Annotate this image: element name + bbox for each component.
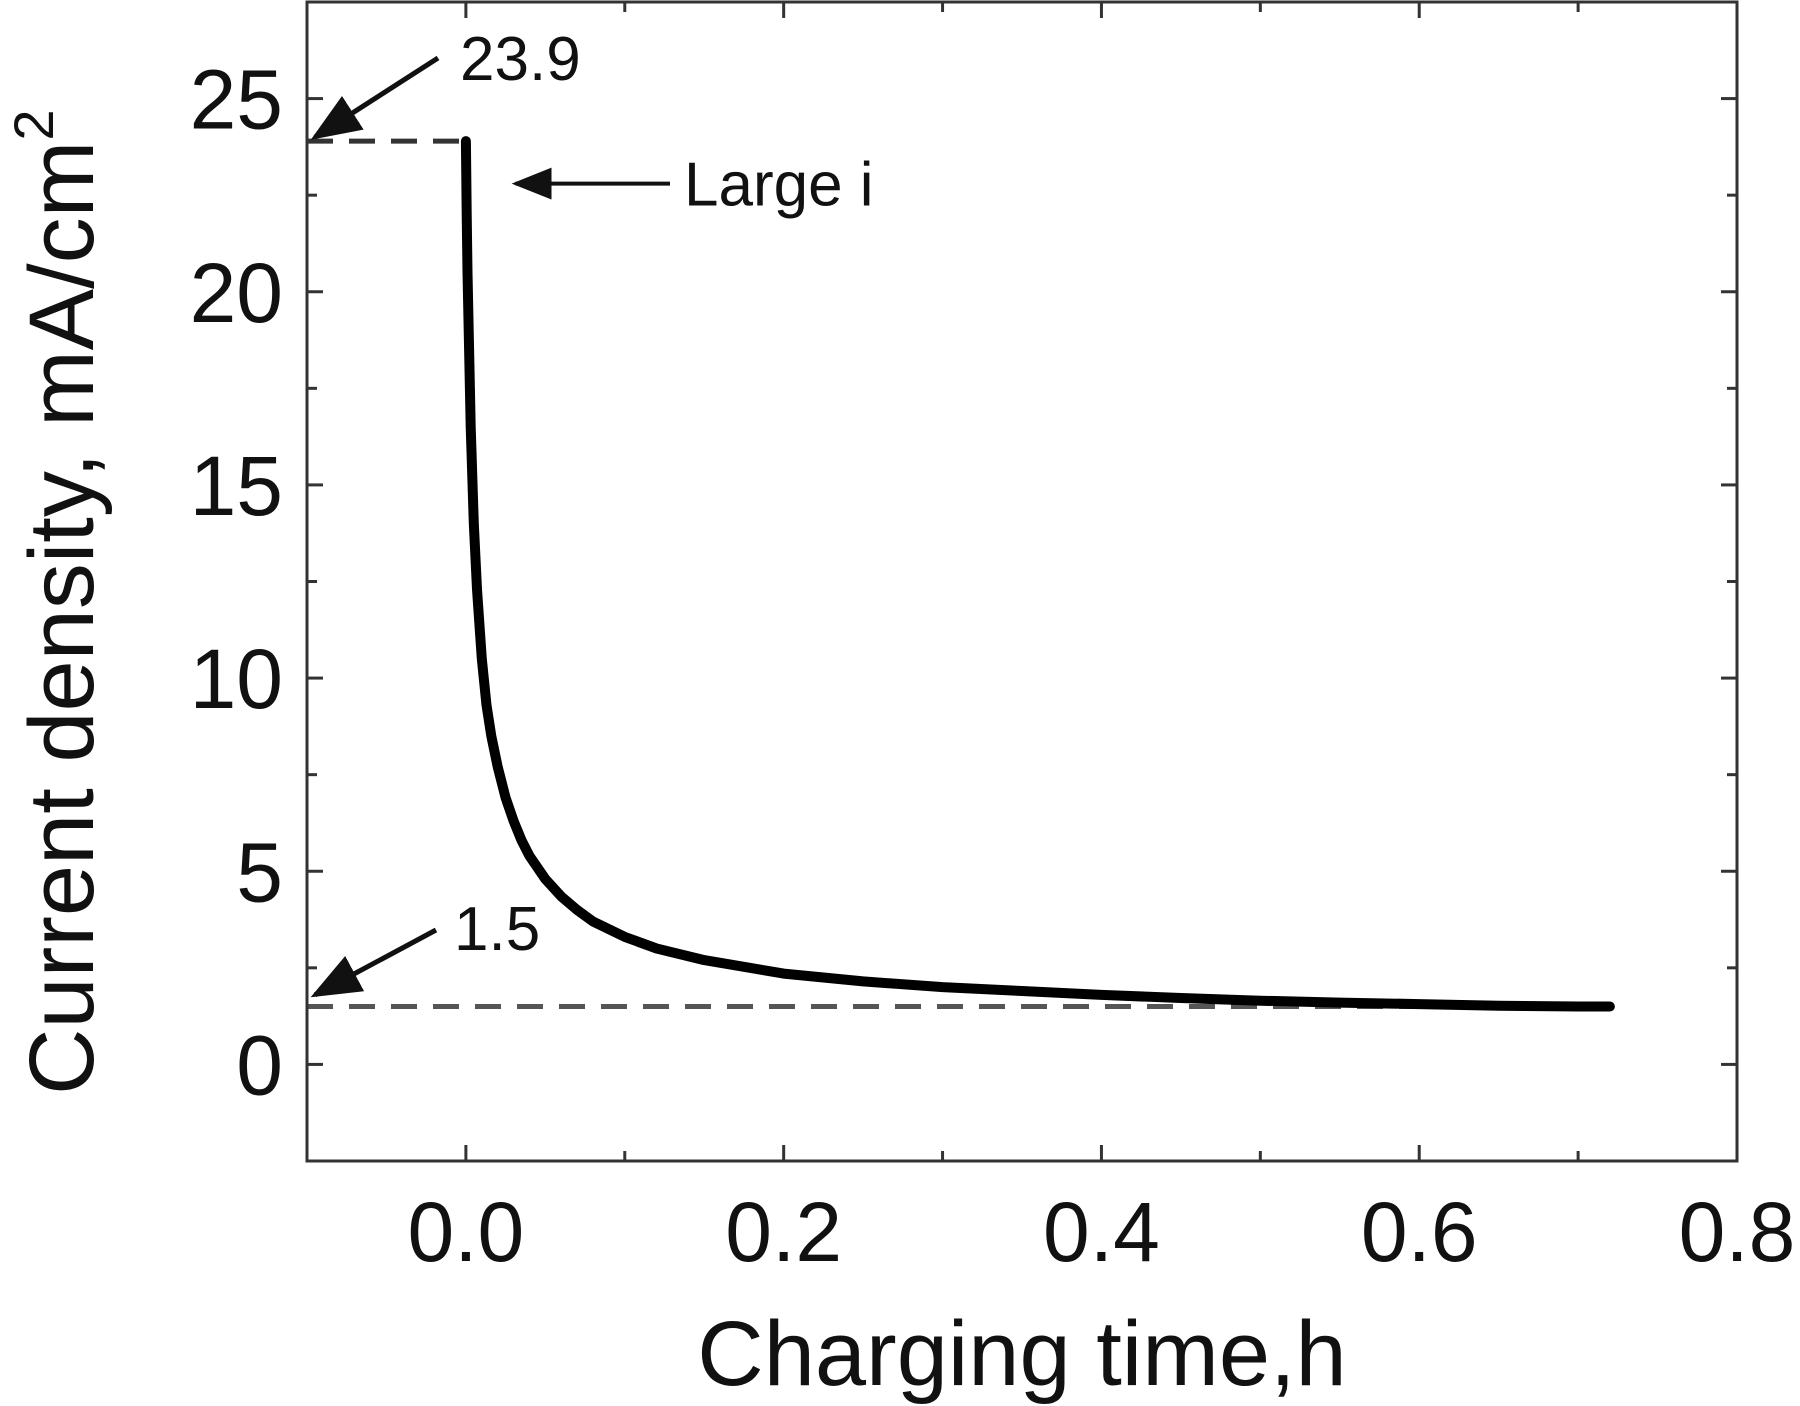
y-tick-label: 10 xyxy=(190,632,283,726)
y-tick-label: 20 xyxy=(190,246,283,340)
ticks: 0.0 0.2 0.4 0.6 0.8 0 5 10 15 20 25 xyxy=(190,2,1796,1279)
x-tick-label: 0.0 xyxy=(407,1185,524,1279)
y-tick-label: 5 xyxy=(236,825,283,919)
series-line-0 xyxy=(460,136,1615,1012)
y-tick-label: 25 xyxy=(190,53,283,147)
y-axis-title-superscript: 2 xyxy=(2,110,65,141)
x-tick-label: 0.6 xyxy=(1361,1185,1478,1279)
annotation-arrow-23-9 xyxy=(310,55,440,140)
x-tick-label: 0.8 xyxy=(1679,1185,1796,1279)
reference-lines xyxy=(307,138,1610,1009)
y-tick-label: 15 xyxy=(190,439,283,533)
y-axis-title: Current density, mA/cm2 xyxy=(2,110,113,1095)
x-tick-label: 0.4 xyxy=(1043,1185,1160,1279)
x-axis-title: Charging time,h xyxy=(697,1303,1346,1405)
annotation-label-large-i: Large i xyxy=(684,151,874,220)
y-axis-title-main: Current density, mA/cm xyxy=(11,141,113,1095)
x-tick-label: 0.2 xyxy=(725,1185,842,1279)
y-tick-label: 0 xyxy=(236,1018,283,1112)
annotation-label-23-9: 23.9 xyxy=(460,25,581,94)
annotation-arrow-1-5 xyxy=(310,927,438,998)
annotation-label-1-5: 1.5 xyxy=(454,895,540,964)
annotations: 23.9 Large i 1.5 xyxy=(310,25,874,998)
series-layer xyxy=(460,136,1615,1012)
